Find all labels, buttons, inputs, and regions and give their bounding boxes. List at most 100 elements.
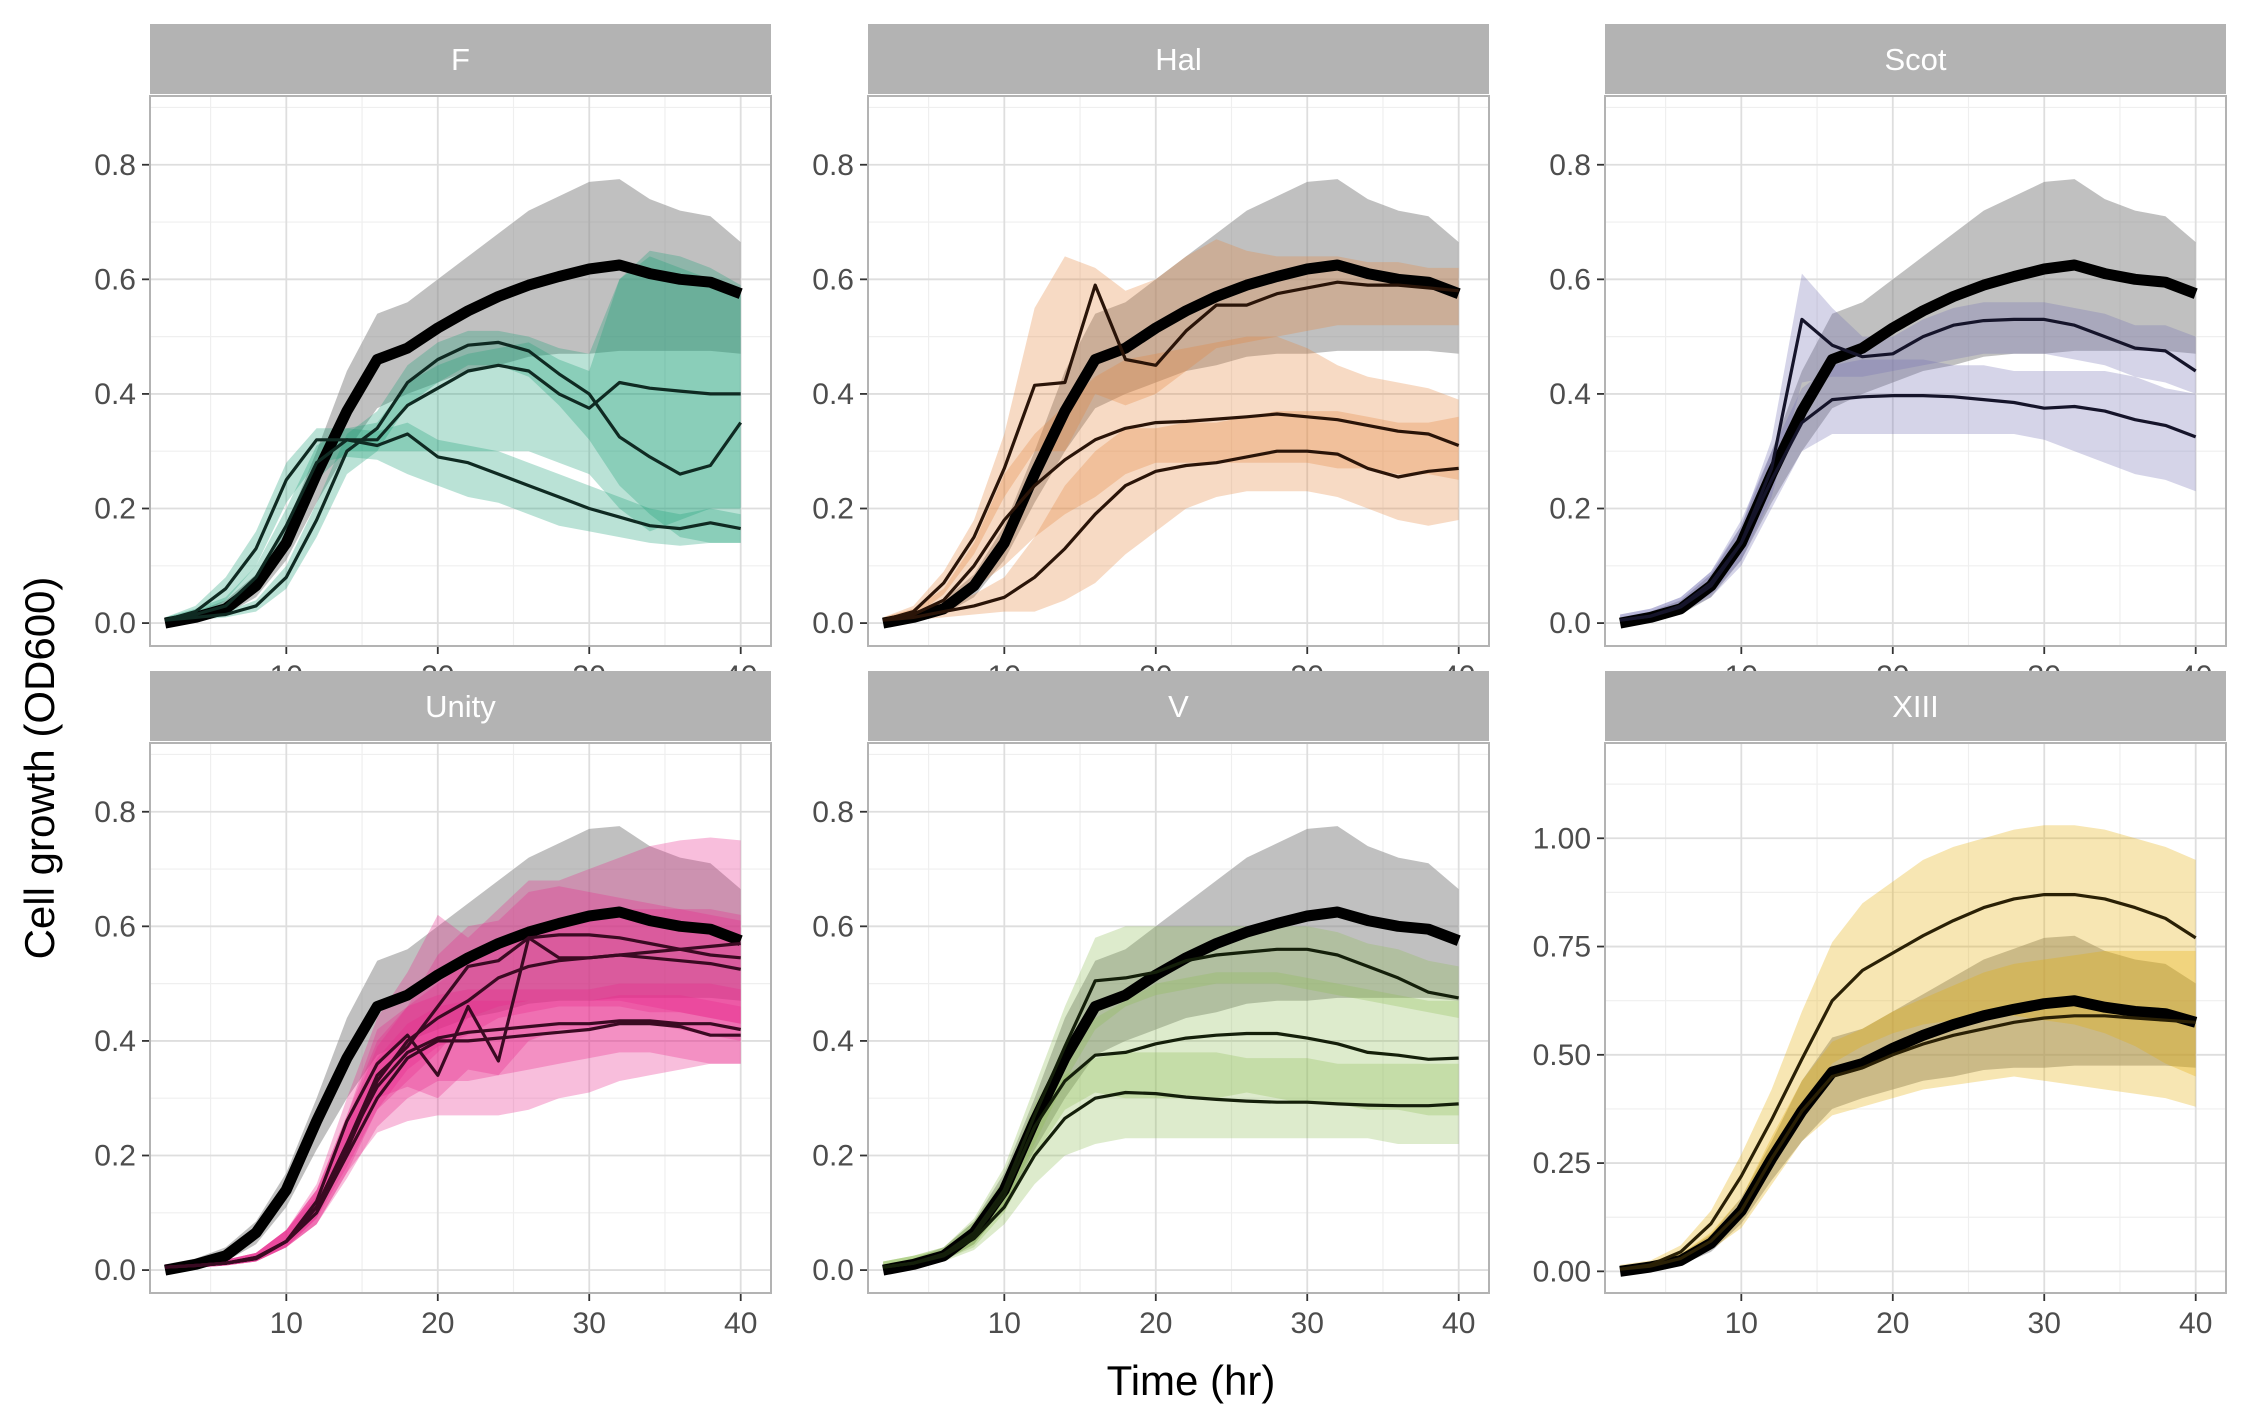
reference-ribbon [883,179,1459,624]
y-axis-title: Cell growth (OD600) [16,577,63,960]
x-tick-label: 40 [724,1307,757,1340]
series-line-2 [1619,394,2197,622]
strip-background [1605,671,2226,741]
panel-unity: Unity 10 20 30 40 0.0 0.2 0.4 0.6 0.8 [94,671,772,1340]
panel-border [1604,742,2227,1294]
reference-ribbon [883,826,1459,1271]
series-line-1 [882,947,1459,1269]
series-line-2 [164,363,741,622]
x-tick-label: 10 [270,1307,303,1340]
x-tick-label: 20 [421,1307,454,1340]
series-ribbon-3 [165,250,741,624]
panel-scot: Scot102030400.00.20.40.60.8 [1549,24,2227,693]
y-tick-label: 0.0 [812,607,854,640]
strip-label: V [1168,689,1189,724]
series-ribbon-1 [1620,825,2196,1272]
reference-ribbon [1620,935,2196,1272]
panel-xiii: XIII 10 20 30 40 0.00 0.25 0.50 0.75 1.00 [1533,671,2227,1340]
panel-f: F102030400.00.20.40.60.8 [94,24,772,693]
y-tick-label: 0.6 [1549,263,1591,296]
plot-area [164,826,743,1276]
y-tick-label: 1.00 [1533,822,1591,855]
series-ribbon-4 [165,983,741,1271]
series-ribbon-1 [883,926,1459,1271]
series-line-2 [882,1031,1459,1269]
panel-border [149,742,772,1294]
series-ribbon-2 [165,886,741,1271]
panel-border [867,742,1490,1294]
y-tick-label: 0.0 [812,1254,854,1287]
y-tick-label: 0.50 [1533,1039,1591,1072]
y-tick-label: 0.8 [94,149,136,182]
series-ribbon-1 [165,837,741,1271]
series-line-1 [164,432,742,622]
strip-background [150,671,771,741]
y-tick-label: 0.8 [1549,149,1591,182]
series-ribbon-2 [1620,359,2196,624]
series-line-1 [1619,892,2197,1271]
series-ribbon-2 [883,972,1459,1271]
y-tick-label: 0.6 [94,910,136,943]
x-tick-label: 30 [573,1307,606,1340]
strip-background [868,24,1489,94]
strip-label: Hal [1155,42,1202,77]
plot-area [1619,179,2198,629]
reference-line [882,259,1461,629]
series-line-3 [164,340,743,622]
series-line-3 [882,449,1459,622]
series-line-2 [882,412,1460,622]
strip-background [1605,24,2226,94]
y-tick-label: 0.75 [1533,931,1591,964]
strip-label: Unity [425,689,496,724]
panel-v: V 10 20 30 40 0.0 0.2 0.4 0.6 0.8 [812,671,1490,1340]
series-ribbon-1 [165,422,741,624]
series-ribbon-3 [883,1052,1459,1271]
reference-line [164,906,743,1276]
y-tick-label: 0.4 [812,1025,854,1058]
series-line-3 [882,1090,1459,1269]
x-tick-label: 20 [1139,1307,1172,1340]
y-tick-label: 0.0 [1549,607,1591,640]
x-tick-label: 10 [1725,1307,1758,1340]
series-ribbon-3 [165,909,741,1271]
strip-label: F [451,42,470,77]
y-tick-label: 0.0 [94,607,136,640]
strip-background [150,24,771,94]
plot-area [882,826,1461,1276]
y-tick-label: 0.6 [812,910,854,943]
x-axis-title: Time (hr) [1107,1357,1276,1404]
y-tick-label: 0.2 [812,493,854,526]
y-tick-label: 0.8 [812,149,854,182]
y-tick-label: 0.25 [1533,1147,1591,1180]
x-tick-label: 30 [2028,1307,2061,1340]
series-ribbon-3 [883,411,1459,624]
y-tick-label: 0.2 [94,493,136,526]
y-tick-label: 0.6 [812,263,854,296]
facet-panels: F 10 20 30 40 0.0 0.2 0.4 0.6 0.8 Hal 10 20 30 40 0.0 0.… [94,24,2227,1340]
series-line-5 [165,1022,741,1269]
x-tick-label: 30 [1291,1307,1324,1340]
y-tick-label: 0.4 [1549,378,1591,411]
y-tick-label: 0.6 [94,263,136,296]
plot-area [882,179,1461,629]
reference-line [164,259,743,629]
y-tick-label: 0.2 [812,1140,854,1173]
plot-area [1619,825,2198,1277]
x-tick-label: 10 [988,1307,1021,1340]
y-tick-label: 0.8 [812,796,854,829]
reference-ribbon [165,179,741,624]
x-tick-label: 40 [1442,1307,1475,1340]
panel-hal: Hal102030400.00.20.40.60.8 [812,24,1490,693]
plot-area [164,179,743,629]
panel-border [867,95,1490,647]
panel-border [149,95,772,647]
series-ribbon-2 [165,256,741,624]
series-ribbon-2 [883,336,1459,624]
strip-label: XIII [1892,689,1939,724]
series-ribbon-2 [1620,950,2196,1272]
y-tick-label: 0.8 [94,796,136,829]
y-tick-label: 0.00 [1533,1255,1591,1288]
y-tick-label: 0.0 [94,1254,136,1287]
panel-border [1604,95,2227,647]
x-tick-label: 40 [2179,1307,2212,1340]
